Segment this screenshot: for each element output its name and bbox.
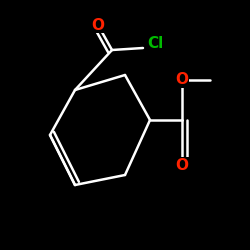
- Text: O: O: [176, 158, 188, 172]
- Text: O: O: [92, 18, 104, 32]
- Text: Cl: Cl: [147, 36, 163, 51]
- Text: O: O: [176, 72, 188, 88]
